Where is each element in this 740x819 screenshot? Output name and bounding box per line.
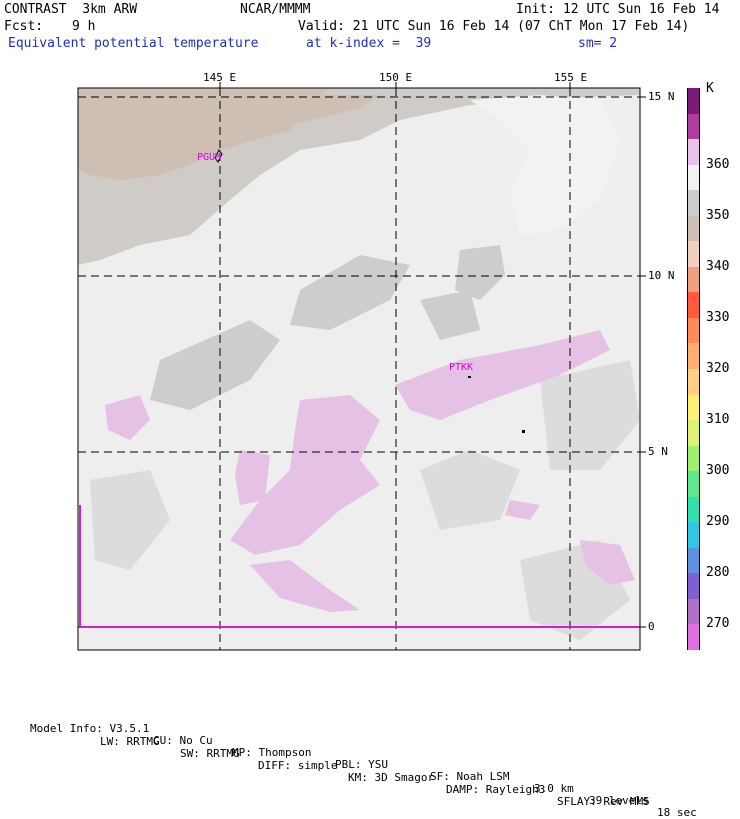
legend-swatch bbox=[688, 88, 699, 115]
grey-patch-g bbox=[90, 470, 170, 570]
legend-swatch bbox=[688, 522, 699, 549]
legend-swatch bbox=[688, 369, 699, 396]
legend-swatch bbox=[688, 471, 699, 498]
legend-label: 320 bbox=[706, 361, 730, 376]
footer-pbl: PBL: YSU bbox=[335, 758, 388, 771]
footer-diffusion: DIFF: simple bbox=[258, 759, 338, 772]
lon-ticks bbox=[219, 82, 571, 88]
lat-label-5n: 5 N bbox=[648, 445, 668, 458]
legend-swatch bbox=[688, 292, 699, 319]
lat-label-15n: 15 N bbox=[648, 90, 675, 103]
field-name: Equivalent potential temperature bbox=[8, 36, 259, 51]
legend-label: 350 bbox=[706, 207, 730, 223]
legend-swatch bbox=[688, 241, 699, 268]
grey-patch-e bbox=[540, 360, 640, 470]
pink-patch-e bbox=[505, 500, 540, 520]
legend-label: 290 bbox=[706, 514, 730, 530]
legend-swatch bbox=[688, 317, 699, 344]
legend-swatch bbox=[688, 394, 699, 421]
graticule bbox=[78, 88, 640, 650]
footer-longwave: LW: RRTMG bbox=[100, 735, 160, 748]
lat-label-equator: 0 bbox=[648, 620, 655, 633]
grey-patch-f bbox=[420, 450, 520, 530]
product-title: CONTRAST 3km ARW bbox=[4, 2, 138, 17]
pink-region-central bbox=[230, 395, 380, 555]
chuuk-island bbox=[468, 376, 471, 378]
legend-swatch bbox=[688, 266, 699, 293]
legend-swatch bbox=[688, 598, 699, 625]
station-label-pgum: PGUM bbox=[197, 152, 222, 163]
lat-label-10n: 10 N bbox=[648, 269, 675, 282]
footer-damping: DAMP: Rayleigh3 bbox=[446, 783, 546, 796]
legend-swatch bbox=[688, 420, 699, 447]
smoothing: sm= 2 bbox=[578, 36, 618, 51]
init-time: Init: 12 UTC Sun 16 Feb 14 bbox=[516, 2, 720, 17]
footer-km: KM: 3D Smagor bbox=[348, 771, 435, 784]
grey-patch-c bbox=[150, 320, 280, 410]
legend-label: 330 bbox=[706, 309, 730, 325]
legend-swatch bbox=[688, 624, 699, 651]
legend-unit: K bbox=[706, 81, 714, 96]
pink-patch-c bbox=[250, 560, 360, 612]
legend-swatch bbox=[688, 113, 699, 140]
level-index: at k-index = 39 bbox=[306, 36, 432, 51]
footer-shortwave: SW: RRTMG bbox=[180, 747, 240, 760]
forecast-hour: 9 h bbox=[72, 19, 96, 34]
legend-swatch bbox=[688, 496, 699, 523]
footer-cumulus: CU: No Cu bbox=[153, 734, 213, 747]
valid-time: Valid: 21 UTC Sun 16 Feb 14 (07 ChT Mon … bbox=[298, 19, 690, 34]
pohnpei-island bbox=[522, 430, 525, 433]
legend-swatch bbox=[688, 547, 699, 574]
legend-swatch bbox=[688, 343, 699, 370]
legend-label: 310 bbox=[706, 412, 730, 428]
legend-swatch bbox=[688, 139, 699, 166]
legend-label: 280 bbox=[706, 565, 730, 581]
lon-label-150: 150 E bbox=[379, 71, 413, 84]
pink-patch-b bbox=[105, 395, 150, 440]
lat-ticks bbox=[640, 96, 646, 628]
pink-patch-a bbox=[235, 450, 270, 505]
map-frame bbox=[77, 87, 641, 651]
footer-surface: SF: Noah LSM bbox=[430, 770, 510, 783]
tan-patch bbox=[250, 95, 380, 125]
model-info-line2: LW: RRTMG SW: RRTMG DIFF: simple KM: 3D … bbox=[0, 724, 650, 808]
grey-patch-b bbox=[290, 255, 410, 330]
legend-label: 300 bbox=[706, 463, 730, 479]
legend-swatch bbox=[688, 215, 699, 242]
footer-model-version: Model Info: V3.5.1 bbox=[30, 722, 150, 735]
lon-label-155: 155 E bbox=[554, 71, 588, 84]
lon-label-145: 145 E bbox=[203, 71, 237, 84]
footer-sflay: SFLAY: Rev MM5 bbox=[557, 795, 650, 808]
legend-swatch bbox=[688, 190, 699, 217]
pink-patch-d bbox=[580, 540, 635, 585]
map-canvas bbox=[77, 82, 646, 651]
pink-band-east bbox=[395, 330, 610, 420]
legend-label: 340 bbox=[706, 258, 730, 274]
legend-swatch bbox=[688, 445, 699, 472]
legend-colorbar bbox=[687, 88, 700, 651]
legend-label: 270 bbox=[706, 616, 730, 632]
grey-patch-d bbox=[420, 290, 480, 340]
station-label-ptkk: PTKK bbox=[449, 362, 474, 373]
legend-swatch bbox=[688, 573, 699, 600]
legend-swatch bbox=[688, 164, 699, 191]
source-label: NCAR/MMMM bbox=[240, 2, 311, 17]
legend-label: 360 bbox=[706, 156, 730, 172]
clear-area-northeast bbox=[470, 95, 620, 235]
forecast-label: Fcst: bbox=[4, 19, 44, 34]
footer-timestep: 18 sec bbox=[657, 806, 697, 819]
grey-patch-a bbox=[455, 245, 505, 300]
guam-island bbox=[214, 149, 223, 163]
footer-microphysics: MP: Thompson bbox=[232, 746, 312, 759]
